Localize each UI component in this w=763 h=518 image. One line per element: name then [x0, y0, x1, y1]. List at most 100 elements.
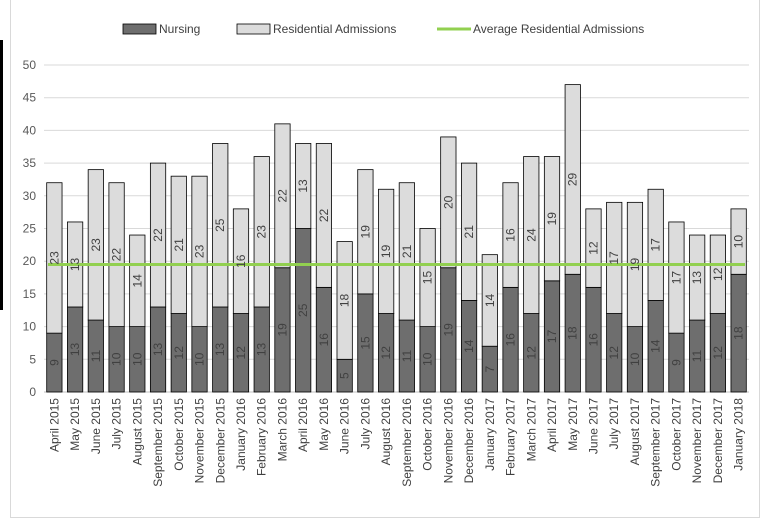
legend-swatch-nursing: [122, 23, 157, 35]
bar-residential: [46, 182, 63, 334]
bar-residential: [689, 234, 706, 321]
bar-residential: [315, 143, 332, 288]
y-tick-label: 0: [29, 385, 36, 399]
label-nursing: 10: [193, 352, 207, 366]
label-nursing: 16: [586, 333, 600, 347]
bar-residential: [481, 254, 498, 347]
bar-residential: [461, 162, 478, 301]
x-tick-label: February 2016: [255, 398, 269, 476]
y-tick-label: 50: [23, 58, 37, 72]
label-nursing: 10: [110, 352, 124, 366]
label-nursing: 14: [649, 339, 663, 353]
bar-residential: [564, 84, 581, 275]
label-residential: 10: [732, 235, 746, 249]
bar-residential: [523, 156, 540, 314]
x-tick-label: October 2016: [421, 398, 435, 471]
x-tick-label: June 2015: [89, 398, 103, 454]
bar-residential: [502, 182, 519, 288]
y-tick-label: 35: [23, 156, 37, 170]
y-tick-label: 5: [29, 352, 36, 366]
legend-label-residential: Residential Admissions: [273, 22, 396, 36]
y-tick-label: 10: [23, 320, 37, 334]
legend-label-nursing: Nursing: [159, 22, 200, 36]
label-nursing: 19: [275, 323, 289, 337]
label-nursing: 15: [358, 336, 372, 350]
x-tick-label: August 2016: [379, 398, 393, 466]
bar-residential: [543, 156, 561, 282]
x-tick-label: June 2017: [586, 398, 600, 454]
bar-residential: [585, 208, 602, 288]
label-residential: 22: [317, 208, 331, 222]
label-residential: 12: [711, 267, 725, 281]
label-residential: 16: [234, 254, 248, 268]
x-tick-label: July 2016: [358, 398, 372, 450]
x-tick-label: September 2017: [649, 398, 663, 487]
label-residential: 19: [628, 257, 642, 271]
label-nursing: 12: [607, 346, 621, 360]
label-nursing: 9: [669, 359, 683, 366]
label-nursing: 13: [68, 342, 82, 356]
x-axis-ticks: April 2015 May 2015 June 2015 July 2015 Augu…: [47, 398, 745, 487]
bar-residential: [87, 169, 104, 321]
bar-residential: [295, 143, 312, 229]
label-residential: 16: [504, 228, 518, 242]
bar-residential: [709, 234, 726, 314]
label-residential: 13: [68, 257, 82, 271]
x-tick-label: January 2016: [234, 398, 248, 471]
x-tick-label: November 2016: [441, 398, 455, 484]
label-nursing: 14: [462, 339, 476, 353]
label-residential: 15: [421, 271, 435, 285]
label-residential: 22: [110, 248, 124, 262]
x-tick-label: April 2015: [47, 398, 61, 452]
bar-residential: [129, 234, 146, 327]
label-nursing: 12: [711, 346, 725, 360]
x-tick-label: August 2017: [628, 398, 642, 466]
y-axis-ticks: 0 5 10 15 20 25 30 35 40 45 50: [23, 58, 37, 399]
label-residential: 17: [669, 271, 683, 285]
bar-residential: [149, 162, 167, 308]
label-nursing: 13: [255, 342, 269, 356]
x-tick-label: November 2017: [690, 398, 704, 484]
bar-residential: [357, 169, 374, 295]
x-tick-label: January 2018: [732, 398, 746, 471]
y-tick-label: 20: [23, 254, 37, 268]
label-nursing: 12: [524, 346, 538, 360]
label-residential: 21: [172, 238, 186, 252]
label-residential: 21: [462, 225, 476, 239]
label-residential: 23: [255, 225, 269, 239]
label-nursing: 16: [317, 333, 331, 347]
x-tick-label: March 2016: [275, 398, 289, 462]
y-tick-label: 45: [23, 91, 37, 105]
x-tick-label: July 2015: [110, 398, 124, 450]
x-tick-label: October 2017: [669, 398, 683, 471]
y-tick-label: 40: [23, 123, 37, 137]
label-residential: 19: [379, 244, 393, 258]
legend-swatch-residential: [236, 23, 271, 35]
label-nursing: 13: [151, 342, 165, 356]
label-nursing: 9: [47, 359, 61, 366]
y-tick-label: 30: [23, 189, 37, 203]
label-residential: 13: [690, 271, 704, 285]
label-residential: 23: [89, 238, 103, 252]
legend: Nursing Residential Admissions Average Res…: [122, 22, 644, 36]
label-residential: 12: [586, 241, 600, 255]
bar-residential: [668, 221, 685, 334]
x-tick-label: April 2016: [296, 398, 310, 452]
bar-residential: [108, 182, 125, 328]
label-nursing: 18: [566, 326, 580, 340]
bar-residential: [606, 201, 623, 314]
x-tick-label: September 2015: [151, 398, 165, 487]
x-tick-label: December 2015: [213, 398, 227, 484]
bar-residential: [191, 175, 208, 327]
label-nursing: 5: [338, 372, 352, 379]
legend-label-average: Average Residential Admissions: [473, 22, 644, 36]
bar-residential: [232, 208, 250, 314]
label-nursing: 10: [130, 352, 144, 366]
label-nursing: 25: [296, 303, 310, 317]
bar-residential: [378, 188, 395, 314]
label-nursing: 11: [690, 349, 704, 362]
label-nursing: 18: [732, 326, 746, 340]
label-residential: 22: [275, 189, 289, 203]
